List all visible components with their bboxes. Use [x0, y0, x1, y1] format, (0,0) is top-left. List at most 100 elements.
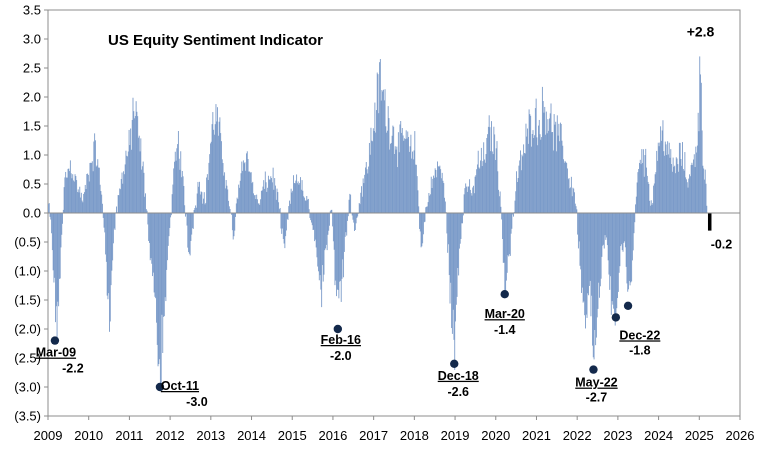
sentiment-bar — [85, 188, 87, 213]
sentiment-bar — [399, 124, 401, 213]
sentiment-bar — [266, 191, 268, 213]
sentiment-bar — [393, 126, 395, 213]
sentiment-bar — [537, 145, 539, 213]
sentiment-bar — [152, 213, 154, 277]
sentiment-bar — [247, 159, 249, 213]
sentiment-bar — [508, 213, 510, 257]
sentiment-bar — [257, 203, 259, 213]
sentiment-bar — [499, 191, 501, 213]
sentiment-bar — [505, 213, 507, 298]
sentiment-bar — [332, 213, 334, 227]
sentiment-bar — [352, 213, 354, 220]
sentiment-bar — [408, 136, 409, 213]
sentiment-bar — [123, 174, 125, 213]
sentiment-bar — [300, 177, 301, 213]
sentiment-bar — [456, 213, 458, 297]
sentiment-bar — [658, 146, 660, 213]
sentiment-bar — [430, 176, 432, 213]
sentiment-bar — [545, 111, 547, 213]
sentiment-bar — [66, 177, 67, 213]
sentiment-bar — [365, 167, 366, 213]
sentiment-bar — [51, 213, 53, 234]
sentiment-bar — [347, 213, 349, 217]
sentiment-bar — [344, 213, 346, 237]
sentiment-bar — [326, 213, 328, 251]
sentiment-bar — [674, 165, 676, 213]
sentiment-bar — [563, 162, 565, 213]
sentiment-bar — [520, 150, 521, 213]
sentiment-bar — [642, 149, 644, 213]
sentiment-bar — [120, 178, 122, 213]
sentiment-bar — [149, 213, 151, 261]
sentiment-bar — [451, 213, 453, 334]
sentiment-bar — [538, 119, 540, 213]
x-tick-label: 2015 — [278, 428, 307, 443]
sentiment-bar — [62, 209, 64, 213]
sentiment-bar — [480, 160, 482, 213]
sentiment-bar — [188, 213, 190, 253]
sentiment-bar — [546, 133, 548, 213]
sentiment-bar — [415, 164, 417, 213]
sentiment-bar — [381, 90, 383, 213]
sentiment-bar — [276, 188, 278, 213]
sentiment-bar — [505, 213, 507, 281]
sentiment-bar — [394, 146, 396, 213]
sentiment-bar — [421, 213, 423, 247]
sentiment-bar — [527, 128, 528, 213]
peak-label: +2.8 — [687, 24, 715, 40]
sentiment-bar — [348, 199, 350, 213]
sentiment-bar — [588, 213, 590, 286]
sentiment-bar — [666, 154, 668, 213]
sentiment-bar — [494, 134, 496, 213]
trough-value-dec-22: -1.8 — [629, 343, 651, 357]
sentiment-bar — [339, 213, 341, 282]
sentiment-bar — [567, 168, 568, 213]
sentiment-bar — [426, 206, 427, 213]
y-tick-label: (3.5) — [14, 409, 41, 424]
sentiment-bar — [686, 182, 688, 213]
sentiment-bar — [109, 213, 110, 332]
sentiment-bar — [476, 164, 478, 213]
sentiment-bar — [237, 199, 239, 213]
sentiment-bar — [291, 192, 293, 213]
x-tick-label: 2018 — [400, 428, 429, 443]
sentiment-bar — [73, 180, 74, 213]
sentiment-bar — [583, 213, 585, 302]
sentiment-bar — [138, 137, 139, 213]
sentiment-bar — [392, 125, 394, 213]
sentiment-bar — [168, 213, 170, 237]
sentiment-bar — [131, 119, 133, 213]
sentiment-bar — [467, 186, 469, 213]
sentiment-bar — [406, 138, 408, 213]
sentiment-bar — [337, 213, 339, 291]
sentiment-bar — [265, 182, 267, 213]
sentiment-bar — [609, 213, 611, 290]
sentiment-bar — [306, 196, 308, 213]
sentiment-bar — [109, 213, 111, 322]
sentiment-bar — [305, 200, 307, 213]
sentiment-bar — [55, 213, 56, 323]
sentiment-bar — [101, 194, 103, 213]
y-tick-label: (1.5) — [14, 293, 41, 308]
sentiment-bar — [360, 192, 362, 213]
trough-value-may-22: -2.7 — [586, 391, 608, 405]
sentiment-bar — [72, 174, 74, 213]
sentiment-bar — [516, 182, 518, 213]
sentiment-bar — [317, 213, 319, 267]
sentiment-bar — [365, 162, 367, 213]
sentiment-bar — [634, 213, 636, 223]
sentiment-bar — [629, 213, 631, 286]
sentiment-bar — [607, 213, 609, 261]
x-tick-label: 2019 — [441, 428, 470, 443]
sentiment-bar — [66, 177, 68, 213]
sentiment-bar — [591, 213, 593, 296]
sentiment-bar — [705, 183, 707, 213]
sentiment-bar — [203, 192, 205, 213]
sentiment-bar — [506, 213, 508, 273]
sentiment-bar — [531, 134, 533, 213]
sentiment-bar — [657, 160, 658, 213]
sentiment-bar — [147, 213, 149, 225]
sentiment-bar — [436, 177, 438, 213]
sentiment-bar — [185, 213, 187, 215]
sentiment-bar — [649, 200, 651, 213]
